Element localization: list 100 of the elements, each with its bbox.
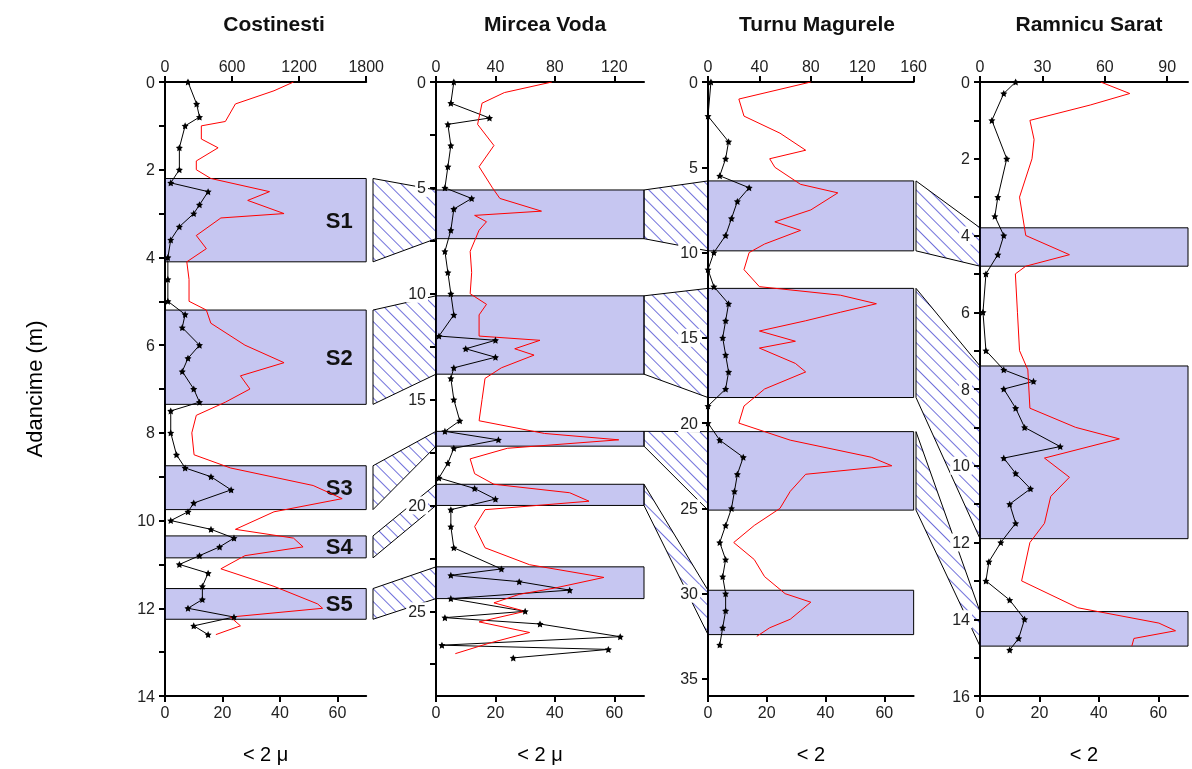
point xyxy=(195,113,203,121)
point xyxy=(1003,155,1011,163)
point xyxy=(184,354,192,362)
y-tick-label: 12 xyxy=(137,599,156,617)
point xyxy=(227,486,235,494)
point xyxy=(982,270,990,278)
point xyxy=(184,78,192,86)
point xyxy=(447,595,455,603)
point xyxy=(198,582,206,590)
y-tick-label: 5 xyxy=(417,179,427,197)
point xyxy=(447,571,455,579)
point xyxy=(441,427,449,435)
point xyxy=(1015,634,1023,642)
point xyxy=(204,569,212,577)
point xyxy=(1056,443,1064,451)
point xyxy=(447,226,455,234)
x2-tick-label: 80 xyxy=(801,57,820,75)
point xyxy=(616,633,624,641)
x-tick-label: 20 xyxy=(1030,703,1049,721)
y-tick-label: 0 xyxy=(146,73,156,91)
point xyxy=(178,324,186,332)
point xyxy=(716,436,724,444)
x-tick-label: 20 xyxy=(486,703,505,721)
point xyxy=(447,523,455,531)
point xyxy=(184,508,192,516)
point xyxy=(444,269,452,277)
x2-tick-label: 120 xyxy=(600,57,628,75)
band-label: S2 xyxy=(325,344,353,370)
point xyxy=(164,253,172,261)
point xyxy=(716,539,724,546)
point xyxy=(190,622,198,630)
point xyxy=(193,100,201,108)
point xyxy=(450,311,458,319)
point xyxy=(566,586,574,594)
y-tick-label: 0 xyxy=(689,73,699,91)
y-tick-label: 10 xyxy=(680,244,699,262)
point xyxy=(173,451,180,459)
x2-tick-label: 0 xyxy=(703,57,713,75)
y-tick-label: 14 xyxy=(137,687,156,705)
x2-tick-label: 600 xyxy=(218,57,246,75)
point xyxy=(491,495,499,503)
point xyxy=(1006,646,1014,654)
point xyxy=(725,368,733,376)
point xyxy=(719,334,727,342)
x-tick-label: 40 xyxy=(816,703,835,721)
x-tick-label: 60 xyxy=(328,703,347,721)
point xyxy=(991,212,999,220)
point xyxy=(988,116,996,124)
point xyxy=(207,525,215,533)
x-tick-label: 0 xyxy=(160,703,170,721)
point xyxy=(1000,385,1008,393)
x2-tick-label: 120 xyxy=(848,57,876,75)
x-axis-title: < 2 μ xyxy=(242,743,289,765)
band-label: S3 xyxy=(325,475,353,501)
point xyxy=(1006,500,1014,508)
point xyxy=(447,290,455,298)
x-tick-label: 40 xyxy=(271,703,289,721)
point xyxy=(195,201,203,209)
point xyxy=(468,194,476,202)
point xyxy=(985,558,993,566)
point xyxy=(195,341,203,349)
y-tick-label: 4 xyxy=(961,227,971,244)
y-tick-label: 0 xyxy=(961,73,971,91)
y-tick-label: 10 xyxy=(408,285,427,303)
x2-tick-label: 80 xyxy=(545,57,564,75)
x-axis-title: < 2 μ xyxy=(517,743,563,765)
point xyxy=(733,470,741,478)
point xyxy=(722,590,730,598)
x2-tick-label: 30 xyxy=(1033,57,1052,75)
point xyxy=(441,614,449,622)
y-tick-label: 25 xyxy=(408,602,427,620)
y-tick-label: 12 xyxy=(952,534,971,551)
point xyxy=(230,534,238,542)
point xyxy=(447,506,455,514)
point xyxy=(444,120,452,128)
point xyxy=(450,205,458,213)
point xyxy=(1000,90,1008,98)
point xyxy=(441,184,449,192)
x2-tick-label: 0 xyxy=(431,57,441,75)
point xyxy=(444,459,452,467)
point xyxy=(190,499,198,507)
y-tick-label: 20 xyxy=(680,414,699,432)
point xyxy=(994,193,1002,201)
y-tick-label: 20 xyxy=(408,496,427,514)
point xyxy=(181,310,189,318)
point xyxy=(167,517,175,525)
x-axis-title: < 2 xyxy=(796,743,826,765)
y-tick-label: 25 xyxy=(680,499,699,517)
point xyxy=(710,249,718,257)
chart-title: Ramnicu Sarat xyxy=(1015,12,1163,35)
point xyxy=(733,197,741,205)
y-tick-label: 4 xyxy=(146,248,156,266)
point xyxy=(471,485,479,493)
point xyxy=(181,464,189,472)
point xyxy=(739,453,747,461)
point xyxy=(719,624,727,632)
x2-tick-label: 0 xyxy=(160,57,170,75)
band-label: S4 xyxy=(325,534,354,560)
point xyxy=(722,155,730,163)
y-axis-title: Adancime (m) xyxy=(21,320,47,458)
